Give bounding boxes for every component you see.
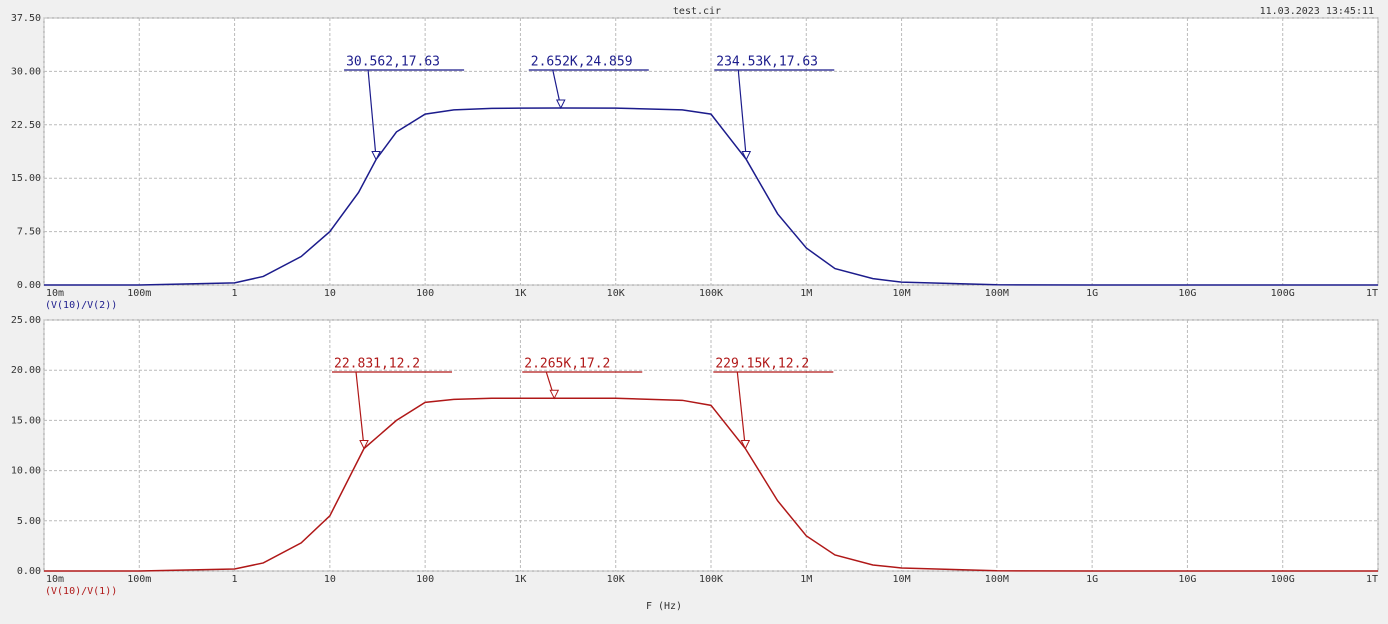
- legend-label: (V(10)/V(2)): [45, 300, 117, 311]
- y-tick-label: 22.50: [11, 120, 41, 131]
- y-tick-label: 30.00: [11, 66, 41, 77]
- file-title: test.cir: [673, 6, 721, 17]
- x-tick-label: 1M: [800, 574, 812, 585]
- y-tick-label: 10.00: [11, 466, 41, 477]
- y-tick-label: 7.50: [17, 227, 41, 238]
- x-tick-label: 1K: [514, 288, 526, 299]
- annotation-pointer: [355, 371, 365, 448]
- x-tick-label: 10m: [46, 574, 64, 585]
- y-tick-label: 15.00: [11, 173, 41, 184]
- x-tick-label: 10K: [607, 574, 625, 585]
- x-tick-label: 1: [232, 288, 238, 299]
- x-tick-label: 10m: [46, 288, 64, 299]
- x-tick-label: 100: [416, 574, 434, 585]
- series-line: [44, 107, 1378, 286]
- x-tick-label: 100m: [127, 288, 151, 299]
- x-tick-label: 100M: [985, 574, 1009, 585]
- x-tick-label: 100M: [985, 288, 1009, 299]
- annotation-marker: [371, 150, 381, 161]
- x-tick-label: 10G: [1178, 288, 1196, 299]
- x-tick-label: 1T: [1366, 574, 1378, 585]
- annotation-label: 229.15K,12.2: [715, 357, 809, 372]
- annotation-marker: [555, 99, 566, 110]
- y-tick-label: 20.00: [11, 365, 41, 376]
- legend-label: (V(10)/V(1)): [45, 586, 117, 597]
- x-tick-label: 10: [324, 574, 336, 585]
- annotation-pointer: [736, 371, 746, 448]
- x-tick-label: 100G: [1271, 574, 1295, 585]
- y-tick-label: 25.00: [11, 315, 41, 326]
- x-tick-label: 1G: [1086, 574, 1098, 585]
- annotation-label: 2.265K,17.2: [524, 357, 610, 372]
- annotation-pointer: [737, 69, 747, 159]
- annotation-marker: [359, 440, 369, 450]
- annotation-label: 234.53K,17.63: [716, 55, 818, 70]
- y-tick-label: 5.00: [17, 516, 41, 527]
- x-tick-label: 10G: [1178, 574, 1196, 585]
- x-tick-label: 1T: [1366, 288, 1378, 299]
- x-tick-label: 10: [324, 288, 336, 299]
- x-tick-label: 1G: [1086, 288, 1098, 299]
- timestamp: 11.03.2023 13:45:11: [1260, 6, 1374, 17]
- annotation-marker: [549, 389, 560, 400]
- x-tick-label: 100K: [699, 574, 723, 585]
- y-tick-label: 37.50: [11, 13, 41, 24]
- annotation-label: 2.652K,24.859: [531, 55, 633, 70]
- y-tick-label: 0.00: [17, 280, 41, 291]
- x-tick-label: 100K: [699, 288, 723, 299]
- x-axis-label: F (Hz): [646, 601, 682, 612]
- annotation-marker: [740, 440, 751, 450]
- x-tick-label: 10M: [893, 288, 911, 299]
- x-tick-label: 1K: [514, 574, 526, 585]
- x-tick-label: 10M: [893, 574, 911, 585]
- annotation-pointer: [367, 69, 377, 159]
- x-tick-label: 100G: [1271, 288, 1295, 299]
- y-tick-label: 0.00: [17, 566, 41, 577]
- x-tick-label: 1: [232, 574, 238, 585]
- y-tick-label: 15.00: [11, 415, 41, 426]
- x-tick-label: 100: [416, 288, 434, 299]
- annotation-label: 30.562,17.63: [346, 55, 440, 70]
- annotation-marker: [741, 150, 752, 161]
- x-tick-label: 10K: [607, 288, 625, 299]
- x-tick-label: 100m: [127, 574, 151, 585]
- x-tick-label: 1M: [800, 288, 812, 299]
- annotation-label: 22.831,12.2: [334, 357, 420, 372]
